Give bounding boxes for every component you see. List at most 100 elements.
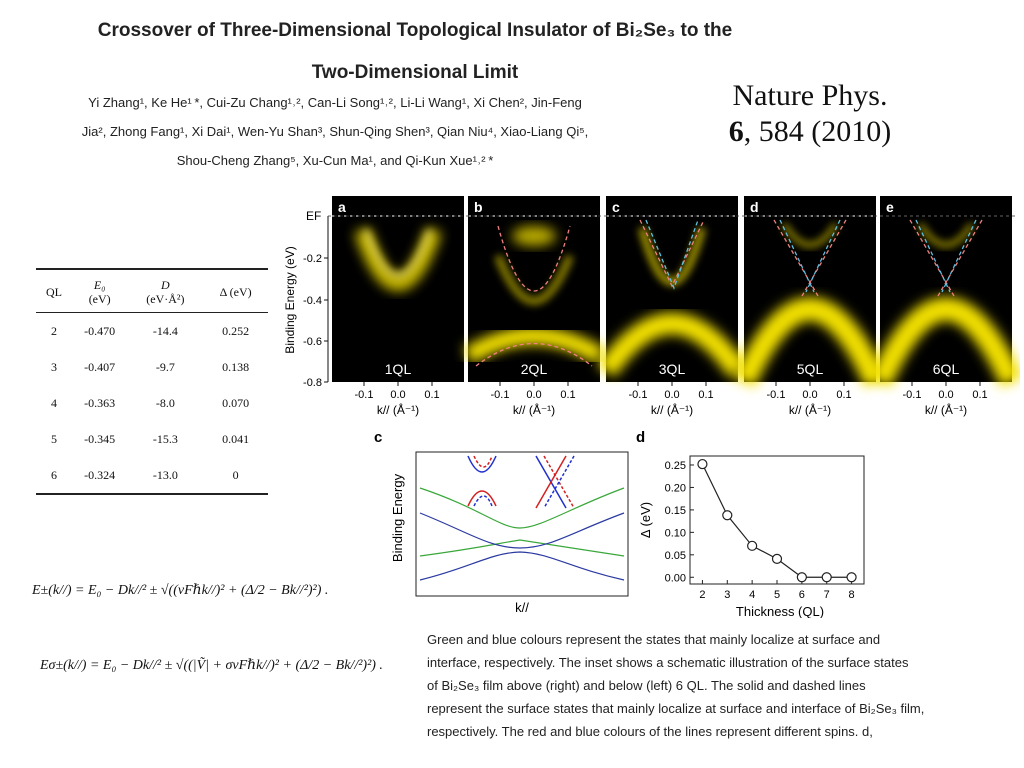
arpes-xlabel: k// (Å⁻¹) — [513, 402, 555, 417]
arpes-panel-letter: b — [474, 199, 483, 215]
formula-dispersion-spin: Eσ±(k//) = E₀ − Dk//² ± √((|Ṽ| + σνFℏk/… — [40, 658, 383, 673]
table-cell-d: -13.0 — [127, 457, 204, 495]
surface-state-line — [419, 539, 625, 557]
table-cell-delta: 0.041 — [222, 431, 250, 446]
table-cell-delta: 0.252 — [222, 323, 250, 338]
author-line-2: Jia², Zhong Fang¹, Xi Dai¹, Wen-Yu Shan³… — [81, 124, 589, 139]
arpes-ytick-label: -0.6 — [303, 336, 322, 348]
gap-chart-ytick-label: 0.05 — [665, 550, 686, 562]
table-cell-delta: 0.138 — [222, 359, 250, 374]
arpes-xtick-label: -0.1 — [903, 389, 922, 401]
table-row: 3 -0.407 -9.7 0.138 — [36, 349, 268, 385]
gap-chart-xtick-label: 2 — [699, 589, 705, 601]
spin-line-blue — [543, 455, 575, 509]
fit-curve-blue — [645, 219, 699, 290]
arpes-figure: Binding Energy (eV) EF -0.2 -0.4 -0.6 -0… — [283, 196, 1020, 417]
caption-line: represent the surface states that mainly… — [427, 701, 925, 716]
arpes-ytick-label: -0.2 — [303, 253, 322, 265]
paper-title-line-2: Two-Dimensional Limit — [311, 62, 519, 83]
arpes-valence-band — [596, 312, 748, 378]
arpes-band — [638, 226, 706, 286]
arpes-band-core — [363, 229, 433, 278]
gap-chart-point — [722, 510, 733, 521]
arpes-panel-label: 5QL — [797, 361, 824, 377]
figure-caption: Green and blue colours represent the sta… — [427, 628, 982, 743]
table-cell-e0: -0.363 — [84, 395, 116, 410]
spin-line-blue — [467, 455, 497, 473]
arpes-xlabel: k// (Å⁻¹) — [377, 402, 419, 417]
arpes-panel-letter: c — [612, 199, 620, 215]
table-cell-d: -15.3 — [152, 431, 178, 446]
gap-chart-xtick-label: 4 — [749, 589, 755, 601]
arpes-panel-e: e 6QL — [869, 196, 1020, 387]
arpes-panel-label: 6QL — [933, 361, 960, 377]
arpes-xtick-label: -0.1 — [767, 389, 786, 401]
gap-chart-ytick-label: 0.25 — [665, 460, 686, 472]
caption-line: interface, respectively. The inset shows… — [427, 655, 909, 670]
gap-chart-frame — [689, 455, 865, 585]
gap-chart-xtick-label: 5 — [774, 589, 780, 601]
schematic-ylabel: Binding Energy — [390, 473, 405, 562]
table-cell-e0: -0.324 — [71, 457, 128, 495]
arpes-band — [917, 222, 975, 248]
table-row: 6 -0.324 -13.0 0 — [36, 457, 268, 495]
arpes-panel-label: 1QL — [385, 361, 412, 377]
table-cell-delta: 0.070 — [222, 395, 250, 410]
table-cell-d: -14.4 — [152, 323, 178, 338]
arpes-panel-c: c 3QL — [596, 196, 748, 382]
table-header-ql: QL — [36, 268, 72, 313]
arpes-panel-a: a 1QL — [332, 196, 464, 382]
fit-curve-red — [639, 219, 705, 288]
arpes-panel-letter: a — [338, 199, 346, 215]
journal-citation: 6, 584 (2010) — [680, 114, 940, 150]
schematic-figure: c Binding Energy k// — [374, 429, 629, 615]
surface-state-line — [419, 487, 625, 529]
gap-chart-xtick-label: 7 — [824, 589, 830, 601]
parameter-table-grid: QL E₀ (eV) D (eV·Å²) Δ (eV) 2 -0.470 -14.4 0.… — [36, 268, 268, 495]
interface-state-line — [419, 512, 625, 549]
arpes-xlabel: k// (Å⁻¹) — [651, 402, 693, 417]
table-cell-d: -9.7 — [155, 359, 175, 374]
arpes-band — [512, 226, 556, 246]
fit-curve-red — [475, 342, 593, 367]
arpes-xtick-label: 0.0 — [390, 389, 405, 401]
table-header-d: D (eV·Å²) — [127, 268, 204, 313]
journal-name: Nature Phys. — [732, 79, 888, 112]
caption-line: Green and blue colours represent the sta… — [427, 632, 881, 647]
table-row: 5 -0.345 -15.3 0.041 — [36, 421, 268, 457]
fit-curve-red — [801, 219, 847, 297]
arpes-panel-d: d 5QL — [733, 196, 887, 387]
gap-vs-thickness-chart: d Δ (eV) Thickness (QL) 2 3 4 5 6 7 8 0.00 0.05 0… — [636, 429, 865, 618]
table-cell-e0: -0.470 — [84, 323, 116, 338]
arpes-valence-band — [869, 297, 1020, 387]
table-body: 2 -0.470 -14.4 0.252 3 -0.407 -9.7 0.138 4 -0.363… — [36, 313, 268, 495]
arpes-xtick-label: 0.0 — [802, 389, 817, 401]
gap-chart-ylabel: Δ (eV) — [638, 502, 653, 538]
author-line-3: Shou-Cheng Zhang⁵, Xu-Cun Ma¹, and Qi-Ku… — [176, 153, 494, 168]
arpes-ytick-label: -0.4 — [303, 295, 322, 307]
table-header-e0: E₀ (eV) — [71, 268, 128, 313]
journal-volume: 6 — [728, 115, 744, 148]
gap-chart-xtick-label: 8 — [849, 589, 855, 601]
gap-chart-xlabel: Thickness (QL) — [736, 604, 824, 618]
arpes-panel-letter: e — [886, 199, 894, 215]
arpes-xtick-label: -0.1 — [629, 389, 648, 401]
schematic-xlabel: k// — [515, 600, 529, 615]
arpes-xtick-label: 0.1 — [698, 389, 713, 401]
table-row: 2 -0.470 -14.4 0.252 — [36, 313, 268, 350]
spin-line-red — [535, 455, 567, 509]
table-cell-ql: 3 — [50, 359, 57, 374]
arpes-band — [494, 254, 574, 305]
arpes-panel-b: b 2QL — [463, 196, 605, 382]
paper-title-line-1: Crossover of Three-Dimensional Topologic… — [97, 20, 733, 41]
arpes-band — [781, 222, 839, 248]
spin-line-red — [467, 490, 497, 507]
table-cell-delta: 0 — [203, 457, 268, 495]
fit-curve-red — [497, 225, 571, 292]
arpes-band — [354, 227, 442, 291]
arpes-ylabel: Binding Energy (eV) — [283, 246, 297, 353]
table-cell-ql: 6 — [36, 457, 72, 495]
gap-chart-point — [747, 540, 758, 551]
arpes-ytick-label: -0.8 — [303, 377, 322, 389]
gap-chart-panel-letter: d — [636, 429, 645, 446]
